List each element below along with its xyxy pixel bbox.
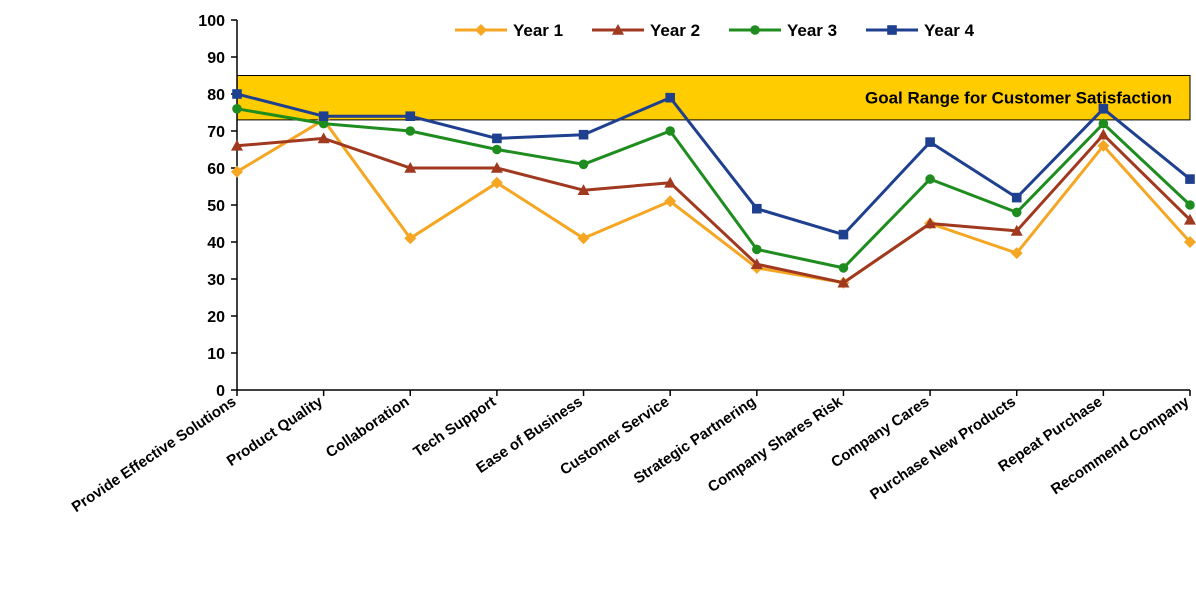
legend-item: Year 1: [455, 21, 563, 40]
data-point: [577, 184, 590, 195]
goal-band-layer: Goal Range for Customer Satisfaction: [236, 75, 1191, 121]
data-point: [750, 258, 763, 269]
series-1: [231, 113, 1196, 289]
data-point: [1185, 174, 1195, 184]
data-point: [231, 139, 243, 151]
legend-marker: [887, 25, 897, 35]
goal-band: [236, 75, 1191, 121]
series-line: [236, 107, 1192, 270]
legend-item: Year 2: [592, 21, 700, 40]
series-line: [236, 118, 1192, 285]
legend-marker: [750, 25, 760, 35]
series-4: [232, 89, 1195, 240]
y-tick-label: 60: [207, 161, 225, 178]
data-point: [665, 126, 675, 136]
y-tick-label: 100: [198, 13, 225, 30]
data-point: [925, 137, 935, 147]
x-tick-label: Tech Support: [410, 393, 499, 461]
data-point: [404, 232, 417, 245]
data-point: [232, 104, 242, 114]
data-point: [925, 174, 935, 184]
data-point: [490, 162, 503, 173]
data-point: [664, 176, 677, 188]
data-point: [490, 176, 503, 189]
data-point: [1097, 128, 1110, 140]
data-point: [318, 111, 329, 121]
legend-label: Year 1: [513, 21, 563, 40]
legend-label: Year 3: [787, 21, 837, 40]
data-point: [1098, 104, 1109, 114]
y-tick-label: 10: [207, 346, 225, 363]
data-point: [1010, 247, 1023, 260]
legend-item: Year 4: [866, 21, 975, 40]
x-tick-label: Collaboration: [323, 393, 413, 461]
legend: Year 1 Year 2 Year 3 Year 4: [455, 21, 975, 40]
data-point: [1097, 139, 1110, 152]
data-point: [317, 132, 330, 144]
data-point: [665, 92, 675, 103]
series-line: [236, 133, 1192, 285]
data-point: [492, 144, 502, 155]
data-point: [577, 232, 590, 245]
series-3: [232, 104, 1195, 273]
y-axis-ticks: 0 10 20 30 40 50 60 70 80 90 100: [198, 13, 237, 400]
data-point: [752, 203, 762, 214]
data-point: [578, 129, 589, 140]
data-point: [838, 229, 849, 240]
series-layer: [231, 89, 1196, 289]
y-tick-label: 50: [207, 198, 225, 215]
data-point: [837, 276, 850, 288]
data-point: [1011, 207, 1022, 218]
data-point: [1185, 200, 1195, 210]
y-tick-label: 90: [207, 50, 225, 67]
data-point: [405, 126, 416, 136]
legend-item: Year 3: [729, 21, 837, 40]
y-tick-label: 30: [207, 272, 225, 289]
y-tick-label: 80: [207, 87, 225, 104]
x-tick-label: Purchase New Products: [867, 393, 1019, 503]
data-point: [405, 111, 416, 121]
data-point: [1098, 118, 1109, 129]
data-point: [1011, 192, 1022, 203]
x-tick-label: Recommend Company: [1048, 393, 1193, 498]
series-2: [231, 128, 1196, 288]
data-point: [232, 89, 242, 99]
data-point: [578, 159, 589, 170]
data-point: [1010, 224, 1023, 236]
data-point: [318, 118, 329, 129]
y-tick-label: 40: [207, 235, 225, 252]
data-point: [404, 162, 417, 173]
legend-label: Year 2: [650, 21, 700, 40]
x-tick-label: Product Quality: [224, 393, 327, 470]
data-point: [752, 244, 762, 255]
data-point: [231, 165, 243, 178]
legend-label: Year 4: [924, 21, 975, 40]
x-tick-label: Provide Effective Solutions: [69, 393, 240, 516]
data-point: [664, 195, 677, 208]
legend-marker: [475, 24, 487, 36]
y-tick-label: 70: [207, 124, 225, 141]
data-point: [492, 133, 502, 144]
y-tick-label: 20: [207, 309, 225, 326]
goal-band-label: Goal Range for Customer Satisfaction: [865, 89, 1172, 108]
data-point: [838, 263, 849, 273]
legend-marker: [612, 24, 624, 35]
series-line: [236, 92, 1191, 237]
data-point: [1184, 236, 1196, 248]
data-point: [1184, 213, 1196, 225]
y-tick-label: 0: [216, 383, 225, 400]
data-point: [924, 217, 937, 229]
